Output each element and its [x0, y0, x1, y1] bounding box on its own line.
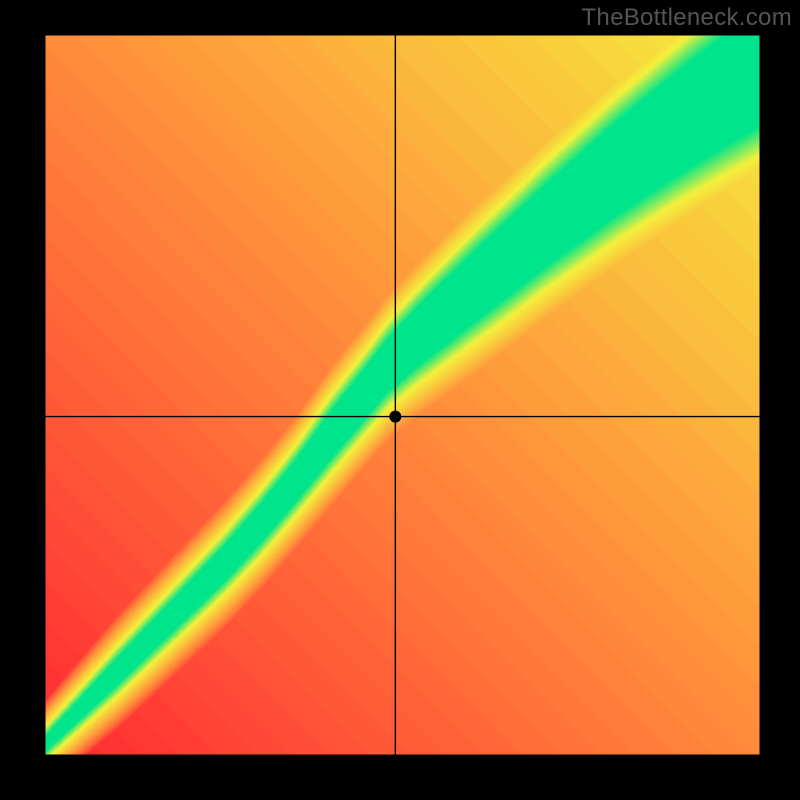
overlay: [0, 0, 800, 800]
marker-dot: [389, 411, 401, 423]
chart-container: { "watermark": "TheBottleneck.com", "can…: [0, 0, 800, 800]
plot-border: [45, 35, 760, 755]
watermark-text: TheBottleneck.com: [581, 4, 792, 32]
